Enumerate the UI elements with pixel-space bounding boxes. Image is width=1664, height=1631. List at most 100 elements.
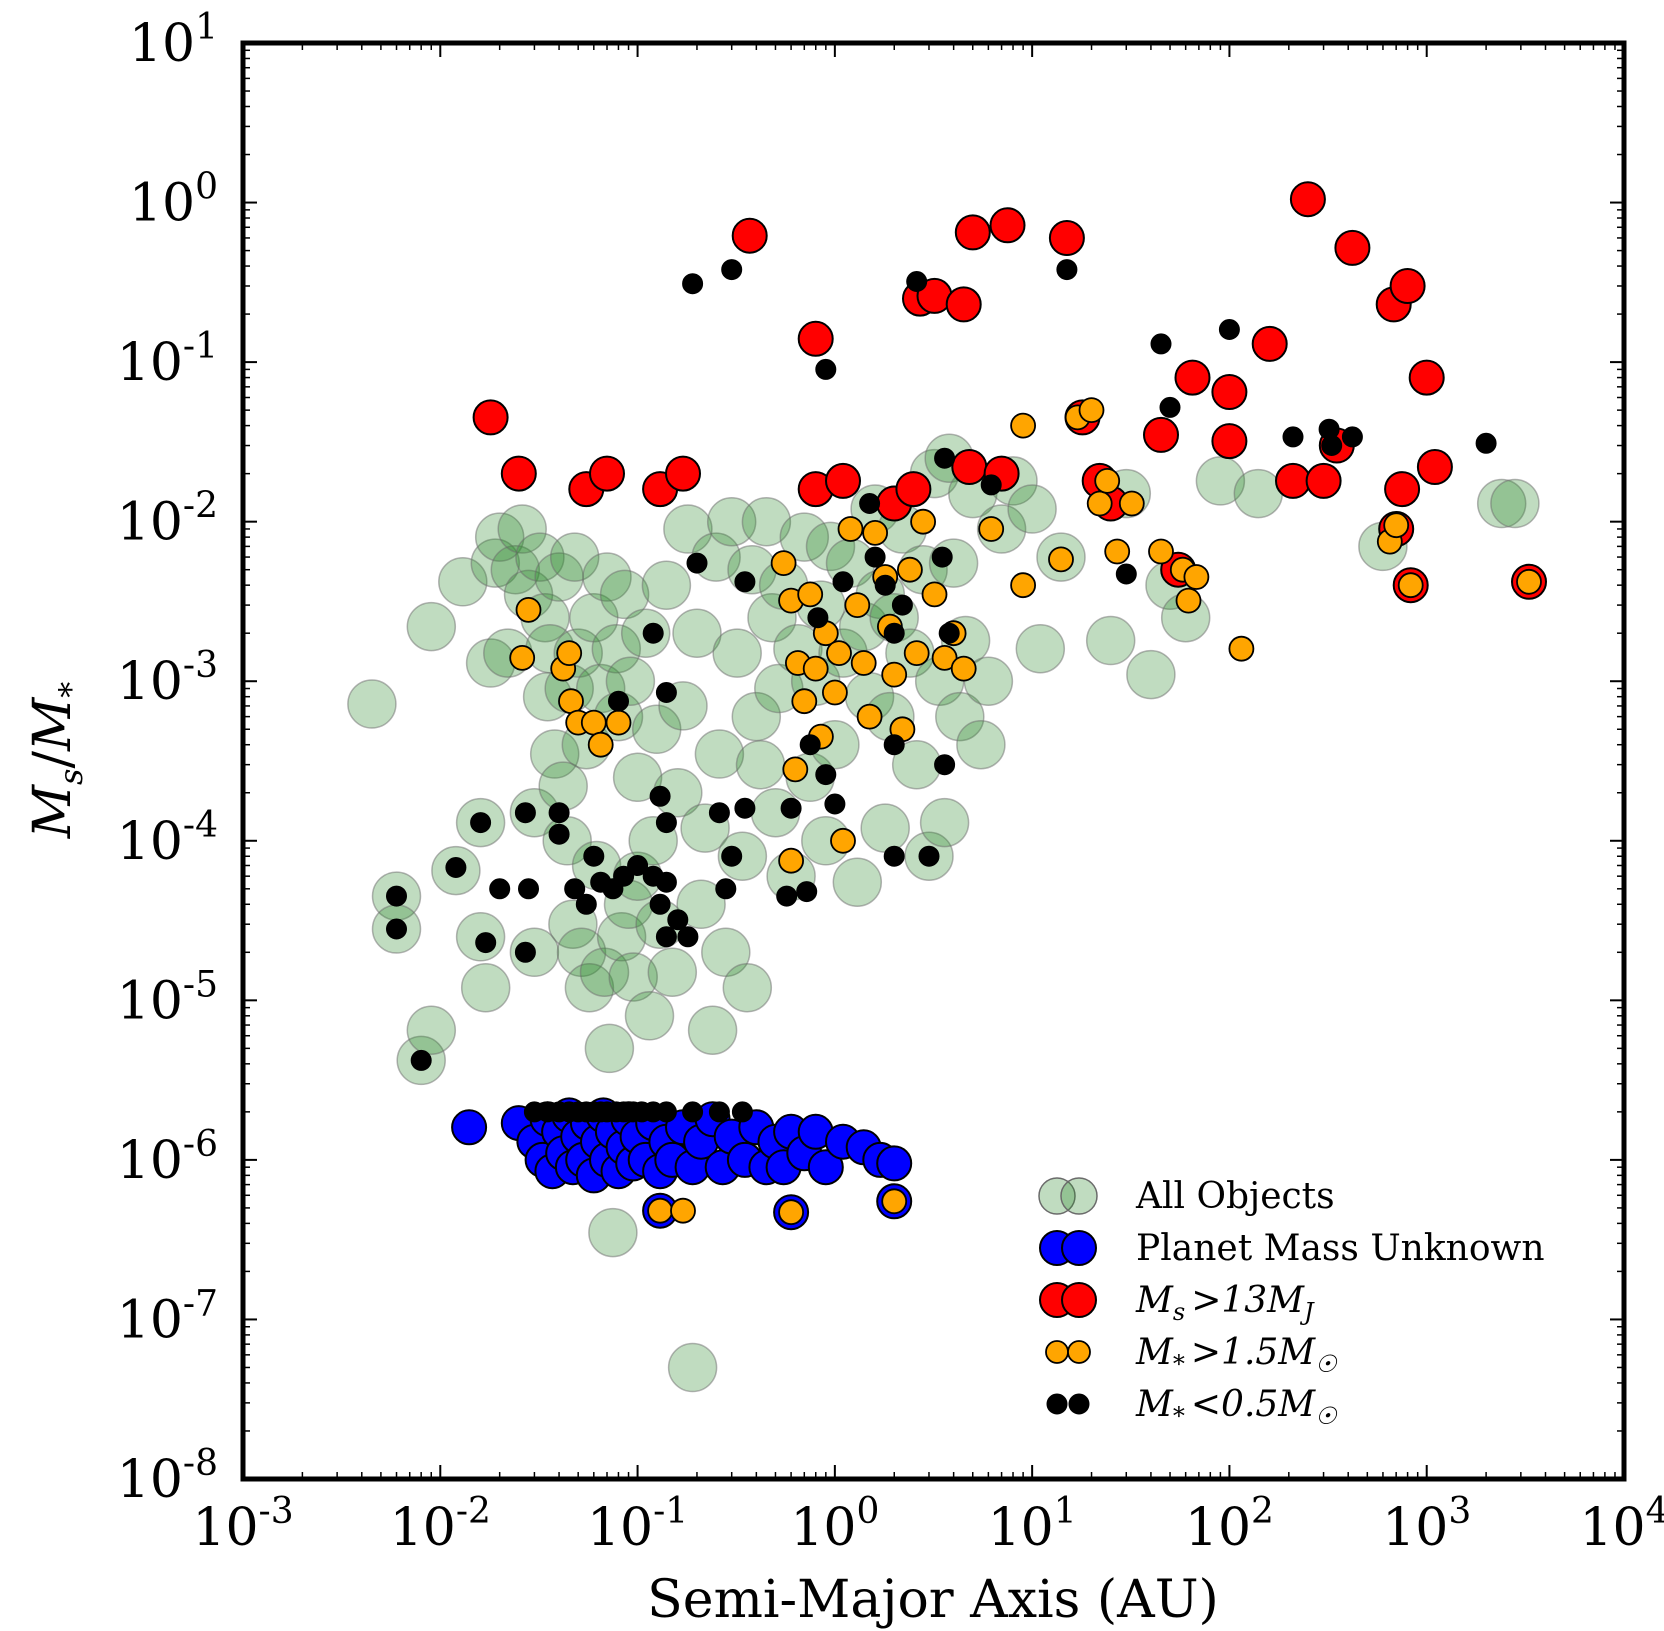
series-4-point xyxy=(1159,396,1181,418)
series-4-point xyxy=(1321,435,1343,456)
series-1-point xyxy=(876,1145,913,1182)
series-4-point xyxy=(734,797,756,819)
series-2-point xyxy=(1305,462,1342,499)
series-2-point xyxy=(954,214,991,251)
y-tick-label: 10-5 xyxy=(117,964,218,1031)
y-tick-base: 10 xyxy=(117,333,183,393)
y-tick-label: 10-1 xyxy=(117,326,218,393)
series-4-point xyxy=(655,682,677,703)
series-3-point xyxy=(978,516,1005,542)
series-4-point xyxy=(891,594,913,616)
series-0-point xyxy=(712,628,762,678)
series-3-point xyxy=(910,508,936,535)
series-3-point xyxy=(1086,490,1113,517)
y-tick-exp: -2 xyxy=(183,486,218,527)
series-4-point xyxy=(514,941,536,963)
series-3-point xyxy=(580,709,607,736)
series-3-point xyxy=(605,709,632,736)
series-3-point xyxy=(509,645,536,671)
y-tick-label: 10-6 xyxy=(117,1124,218,1191)
series-2-point xyxy=(1408,359,1445,396)
y-tick-base: 10 xyxy=(117,652,183,712)
series-1-point xyxy=(451,1109,488,1146)
legend-entry: M* <0.5M☉ xyxy=(1046,1384,1338,1430)
series-3 xyxy=(509,397,1542,1226)
series-2-point xyxy=(797,320,834,357)
series-4-point xyxy=(1056,259,1078,281)
series-0-point xyxy=(497,504,547,554)
series-2-point xyxy=(951,449,988,485)
series-2-point xyxy=(731,217,768,254)
series-4-point xyxy=(807,607,829,629)
y-tick-label: 10-4 xyxy=(117,805,218,872)
x-tick-label: 10-3 xyxy=(192,1491,293,1558)
series-2-point xyxy=(1211,374,1248,410)
series-4-point xyxy=(548,823,570,845)
legend-label-rest: >1.5M xyxy=(1191,1332,1316,1373)
series-2-point xyxy=(589,455,625,492)
series-4-point xyxy=(386,918,407,940)
y-tick-exp: -4 xyxy=(183,805,218,846)
series-3-point xyxy=(837,516,864,542)
series-4-point xyxy=(832,571,854,593)
series-4-point xyxy=(627,855,649,876)
plot-area xyxy=(347,181,1547,1393)
legend-marker xyxy=(1045,1340,1069,1364)
legend-marker xyxy=(1060,1177,1098,1215)
series-0-point xyxy=(599,569,650,620)
series-0-point xyxy=(438,557,488,607)
legend-label-sub2: ☉ xyxy=(1315,1350,1338,1378)
x-tick-base: 10 xyxy=(192,1498,258,1558)
y-tick-base: 10 xyxy=(117,812,183,872)
legend-label-sub: * xyxy=(1173,1350,1185,1378)
series-3-point xyxy=(1078,397,1105,424)
series-4-point xyxy=(721,845,743,867)
legend-label-m: M xyxy=(1135,1332,1174,1373)
series-4-point xyxy=(575,893,597,915)
legend-marker xyxy=(1038,1177,1076,1215)
series-3-point xyxy=(830,827,856,854)
series-4-point xyxy=(731,1101,753,1123)
x-tick-label: 101 xyxy=(988,1491,1077,1558)
y-tick-label: 10-3 xyxy=(117,645,218,712)
series-4-point xyxy=(410,1049,432,1071)
series-4-point xyxy=(815,764,837,786)
series-2-point xyxy=(1143,416,1179,453)
series-4-point xyxy=(682,273,704,295)
series-4-point xyxy=(708,1101,730,1123)
x-tick-base: 10 xyxy=(1579,1498,1645,1558)
series-0-point xyxy=(406,601,457,652)
series-0-point xyxy=(588,1207,638,1258)
series-0-point xyxy=(779,512,830,562)
series-0-point xyxy=(612,752,663,803)
legend-label: Planet Mass Unknown xyxy=(1136,1228,1545,1269)
series-4-point xyxy=(649,893,671,915)
series-0-point xyxy=(538,761,588,811)
legend-entry: All Objects xyxy=(1038,1176,1335,1217)
series-4-point xyxy=(514,802,536,824)
legend-label-sub: s xyxy=(1173,1298,1185,1326)
series-4-point xyxy=(931,546,953,568)
series-3-point xyxy=(558,688,584,715)
series-4-point xyxy=(883,622,905,644)
series-3-point xyxy=(556,640,583,666)
series-2-point xyxy=(895,471,932,508)
series-4-point xyxy=(649,785,671,807)
series-2-point xyxy=(825,462,861,499)
y-axis-title: Ms/M* xyxy=(23,682,90,839)
series-0-point xyxy=(549,532,600,582)
series-0-point xyxy=(687,1005,738,1055)
legend-marker xyxy=(1061,1230,1097,1266)
series-3-point xyxy=(1118,490,1145,517)
y-tick-label: 100 xyxy=(129,167,218,234)
series-4-point xyxy=(938,622,960,644)
series-2-point xyxy=(1289,181,1326,218)
y-tick-base: 10 xyxy=(129,14,195,74)
x-tick-base: 10 xyxy=(1382,1498,1448,1558)
x-tick-label: 102 xyxy=(1185,1491,1274,1558)
series-0-point xyxy=(460,962,511,1013)
series-4-point xyxy=(918,845,940,867)
